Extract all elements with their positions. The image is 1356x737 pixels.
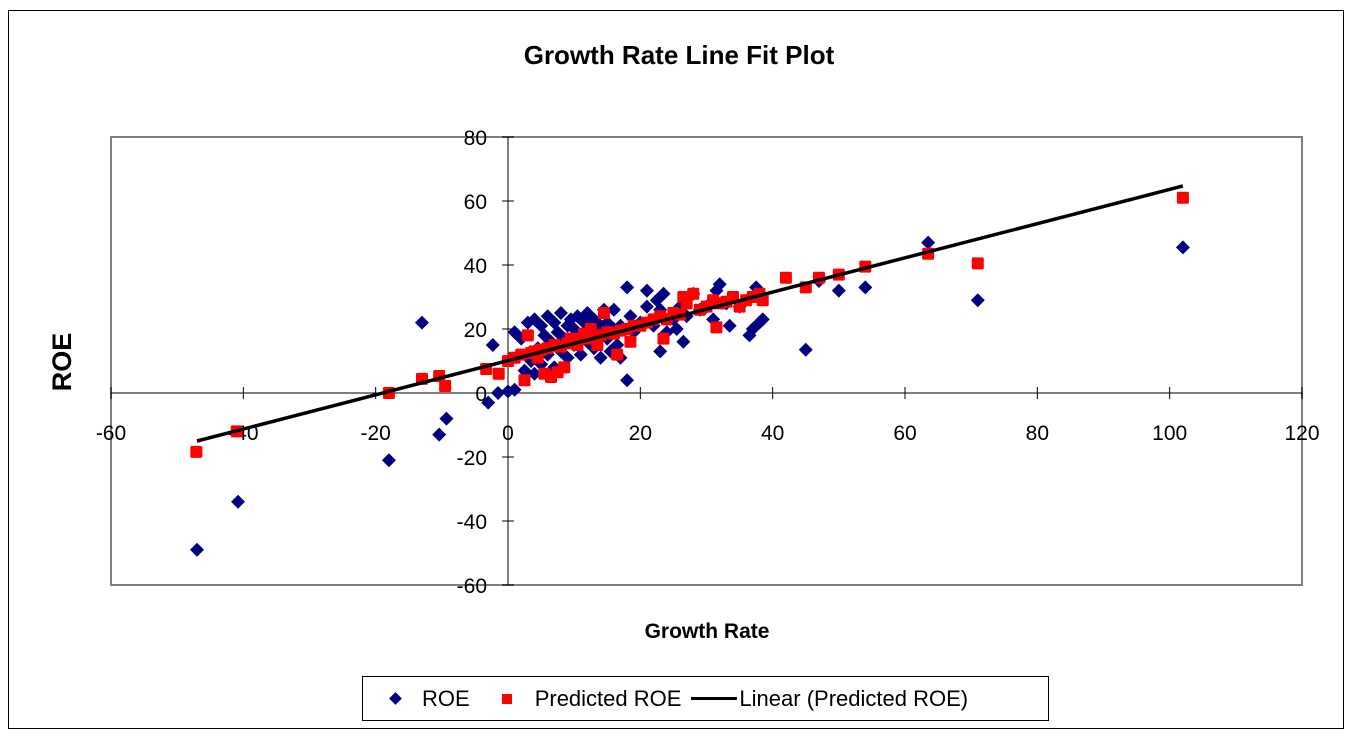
y-tick-label: 20	[464, 319, 487, 342]
roe-series	[190, 235, 1190, 557]
roe-point	[491, 386, 506, 400]
roe-point	[606, 302, 621, 317]
roe-point	[656, 286, 671, 301]
roe-point	[432, 427, 447, 442]
roe-point	[381, 453, 396, 468]
line-marker-icon	[691, 697, 738, 700]
legend-item-linear: Linear (Predicted ROE)	[681, 686, 968, 712]
predicted-roe-point	[971, 257, 984, 270]
x-axis-title: Growth Rate	[645, 620, 770, 643]
predicted-roe-point	[597, 307, 610, 319]
roe-point	[623, 309, 638, 324]
roe-point	[676, 334, 691, 349]
roe-point	[439, 411, 454, 426]
x-tick-label: 80	[1026, 422, 1049, 445]
x-tick-label: 120	[1284, 422, 1319, 445]
x-tick-label: 0	[502, 422, 514, 445]
roe-point	[858, 280, 873, 295]
tick-labels: -60 -40 -20 0 20 40 60 80 100 120-60-40-200204060…	[96, 127, 1320, 598]
predicted-roe-point	[521, 329, 534, 342]
legend-item-predicted-roe: Predicted ROE	[470, 685, 682, 712]
axes	[110, 136, 1303, 586]
predicted-roe-point	[680, 297, 693, 310]
x-tick-label: 60	[893, 422, 916, 445]
predicted-roe-point	[687, 287, 700, 300]
roe-point	[722, 318, 737, 333]
plot-area	[110, 136, 1303, 586]
roe-point	[573, 347, 588, 362]
y-tick-label: -40	[457, 511, 487, 534]
predicted-roe-point	[518, 374, 531, 387]
legend-item-roe: ROE	[363, 686, 470, 712]
roe-point	[414, 315, 429, 330]
chart-frame	[8, 10, 1344, 729]
legend-label-linear: Linear (Predicted ROE)	[739, 685, 969, 711]
roe-point	[639, 283, 654, 298]
y-tick-label: 80	[464, 127, 487, 150]
y-tick-label: 0	[475, 383, 487, 406]
roe-point	[1175, 240, 1190, 255]
roe-point	[653, 344, 668, 359]
predicted-roe-point	[1176, 191, 1189, 204]
x-tick-label: 100	[1152, 422, 1187, 445]
roe-point	[560, 350, 575, 365]
trendline	[196, 184, 1184, 443]
predicted-roe-point	[624, 335, 637, 348]
predicted-roe-point	[492, 367, 505, 380]
legend-label-roe: ROE	[422, 685, 470, 711]
x-tick-label: -20	[360, 422, 390, 445]
predicted-roe-point	[710, 321, 723, 334]
y-tick-label: -20	[457, 447, 487, 470]
roe-point	[593, 350, 608, 365]
trendline-series	[196, 184, 1184, 443]
x-tick-label: 20	[629, 422, 652, 445]
y-tick-label: 40	[464, 255, 487, 278]
roe-point	[970, 293, 985, 308]
y-tick-label: -60	[457, 575, 487, 598]
roe-point	[190, 542, 205, 557]
predicted-roe-point	[657, 332, 670, 345]
y-axis-title: ROE	[47, 333, 77, 392]
legend-label-predicted-roe: Predicted ROE	[534, 685, 682, 711]
y-tick-label: 60	[464, 191, 487, 214]
roe-point	[755, 312, 770, 327]
square-marker-icon	[501, 693, 512, 704]
roe-point	[620, 373, 635, 388]
roe-point	[620, 280, 635, 295]
roe-point	[553, 306, 568, 320]
predicted-roe-point	[611, 348, 624, 361]
roe-point	[639, 299, 654, 314]
roe-point	[485, 338, 500, 352]
predicted-roe-point	[591, 339, 604, 351]
roe-point	[921, 235, 936, 250]
roe-point	[831, 283, 846, 298]
predicted-roe-point	[190, 445, 203, 458]
roe-point	[507, 382, 522, 397]
roe-point	[669, 322, 684, 336]
predicted-roe-point	[779, 271, 792, 284]
x-tick-label: -60	[96, 422, 126, 445]
x-tick-label: 40	[761, 422, 784, 445]
roe-point	[712, 277, 727, 292]
chart-title: Growth Rate Line Fit Plot	[524, 40, 835, 70]
predicted-roe-point	[439, 379, 452, 392]
diamond-marker-icon	[389, 692, 402, 705]
roe-point	[527, 366, 542, 381]
legend: ROE Predicted ROE Linear (Predicted ROE)	[362, 676, 1049, 721]
roe-point	[798, 342, 813, 357]
roe-point	[481, 395, 496, 410]
predicted-roe-series	[190, 191, 1189, 458]
roe-point	[610, 338, 625, 352]
roe-point	[231, 494, 246, 509]
predicted-roe-point	[558, 361, 571, 374]
